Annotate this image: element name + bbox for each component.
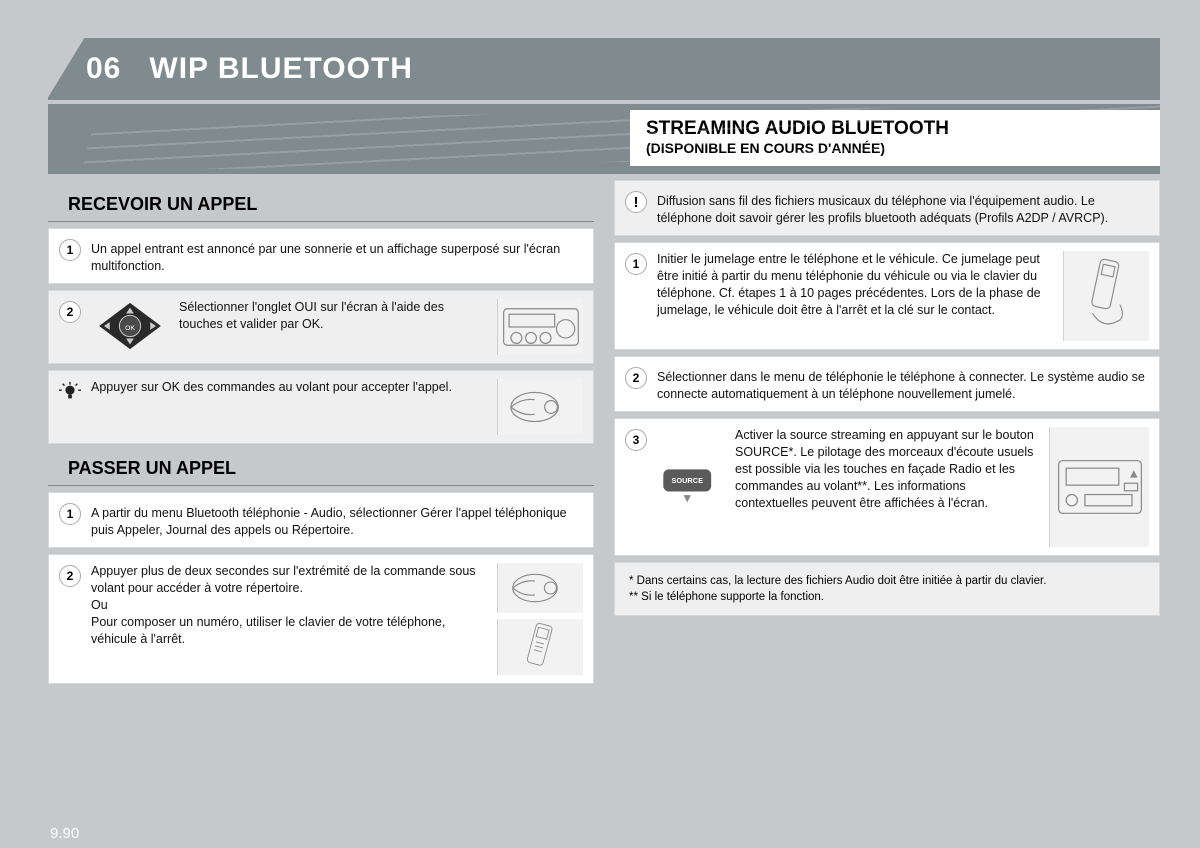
chapter-header: 06 WIP BLUETOOTH: [48, 38, 1160, 100]
info-mark: !: [625, 191, 647, 213]
source-button-icon: SOURCE: [657, 462, 725, 513]
step-text: Un appel entrant est annoncé par une son…: [91, 237, 583, 275]
streaming-step-1: 1 Initier le jumelage entre le téléphone…: [614, 242, 1160, 350]
receive-step-2: 2 OK Sélectionner l'onglet OUI sur l'écr…: [48, 290, 594, 364]
step-text: Initier le jumelage entre le téléphone e…: [657, 251, 1053, 319]
streaming-info: ! Diffusion sans fil des fichiers musica…: [614, 180, 1160, 236]
mobile-phone-icon: [497, 619, 583, 675]
step-text: Sélectionner l'onglet OUI sur l'écran à …: [179, 299, 487, 333]
receive-step-1: 1 Un appel entrant est annoncé par une s…: [48, 228, 594, 284]
steering-control-icon: [497, 379, 583, 435]
car-radio-icon: [497, 299, 583, 355]
page-number: 9.90: [50, 825, 79, 842]
chapter-number: 06: [86, 52, 121, 85]
step-number: 1: [625, 253, 647, 275]
step-number: 1: [59, 239, 81, 261]
left-column: RECEVOIR UN APPEL 1 Un appel entrant est…: [48, 180, 594, 690]
streaming-subtitle: (DISPONIBLE EN COURS D'ANNÉE): [646, 140, 1144, 156]
step-number: 2: [625, 367, 647, 389]
nav-pad-icon: OK: [91, 299, 169, 353]
step-text: A partir du menu Bluetooth téléphonie - …: [91, 501, 583, 539]
streaming-step-2: 2 Sélectionner dans le menu de téléphoni…: [614, 356, 1160, 412]
step-number: 1: [59, 503, 81, 525]
step-text: Appuyer plus de deux secondes sur l'extr…: [91, 563, 487, 647]
right-column-header: STREAMING AUDIO BLUETOOTH (DISPONIBLE EN…: [630, 110, 1160, 166]
step-text: Sélectionner dans le menu de téléphonie …: [657, 365, 1149, 403]
receive-tip: Appuyer sur OK des commandes au volant p…: [48, 370, 594, 444]
svg-text:SOURCE: SOURCE: [671, 476, 703, 485]
chapter-title: WIP BLUETOOTH: [149, 52, 413, 85]
decorative-band: STREAMING AUDIO BLUETOOTH (DISPONIBLE EN…: [48, 104, 1160, 174]
svg-text:OK: OK: [125, 325, 135, 332]
make-step-1: 1 A partir du menu Bluetooth téléphonie …: [48, 492, 594, 548]
right-column: ! Diffusion sans fil des fichiers musica…: [614, 180, 1160, 690]
tip-bulb-icon: [59, 381, 81, 403]
step-number: 3: [625, 429, 647, 451]
section-receive-call: RECEVOIR UN APPEL: [48, 188, 594, 222]
step-text: Appuyer sur OK des commandes au volant p…: [91, 379, 487, 396]
step-text: Diffusion sans fil des fichiers musicaux…: [657, 189, 1149, 227]
car-radio-icon: [1049, 427, 1149, 547]
step-text: Activer la source streaming en appuyant …: [735, 427, 1039, 511]
streaming-title: STREAMING AUDIO BLUETOOTH: [646, 118, 1144, 140]
streaming-step-3: 3 SOURCE Activer la source streaming en …: [614, 418, 1160, 556]
section-make-call: PASSER UN APPEL: [48, 452, 594, 486]
footnote: * Dans certains cas, la lecture des fich…: [614, 562, 1160, 616]
step-number: 2: [59, 565, 81, 587]
step-number: 2: [59, 301, 81, 323]
steering-control-icon: [497, 563, 583, 613]
phone-hand-icon: [1063, 251, 1149, 341]
make-step-2: 2 Appuyer plus de deux secondes sur l'ex…: [48, 554, 594, 684]
